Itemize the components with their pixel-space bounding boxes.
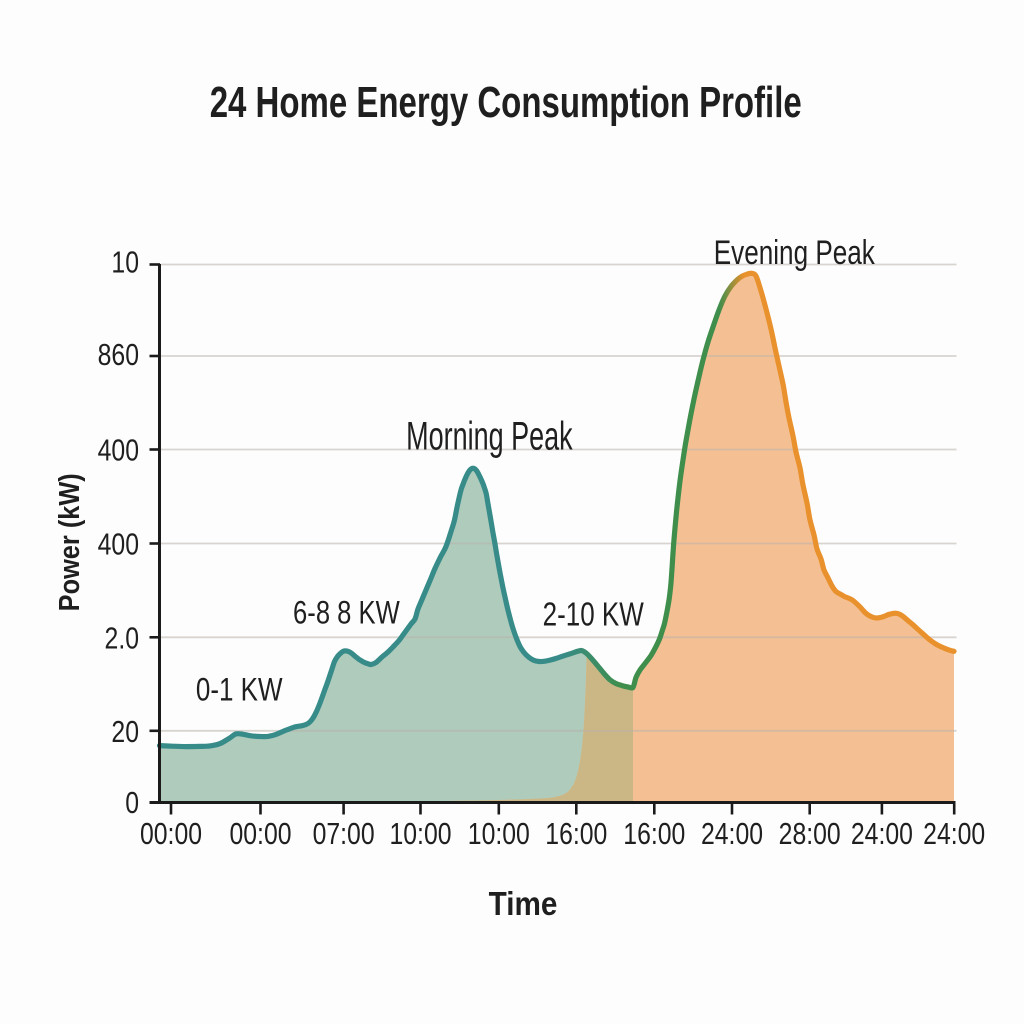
svg-text:07:00: 07:00	[313, 817, 375, 851]
svg-text:24:00: 24:00	[701, 817, 763, 851]
svg-text:00:00: 00:00	[229, 817, 291, 851]
svg-text:Time: Time	[489, 885, 558, 922]
svg-text:Evening Peak: Evening Peak	[714, 235, 876, 272]
svg-text:10: 10	[111, 245, 139, 279]
svg-text:16:00: 16:00	[623, 817, 685, 851]
svg-text:400: 400	[98, 527, 139, 561]
svg-text:24:00: 24:00	[851, 817, 913, 851]
svg-text:0-1 KW: 0-1 KW	[196, 672, 283, 708]
svg-text:2.0: 2.0	[105, 621, 139, 655]
svg-text:10:00: 10:00	[389, 817, 451, 851]
svg-text:0: 0	[125, 785, 139, 819]
svg-text:Morning Peak: Morning Peak	[406, 414, 573, 459]
svg-text:00:00: 00:00	[140, 817, 202, 851]
svg-text:10:00: 10:00	[468, 817, 530, 851]
svg-text:2-10 KW: 2-10 KW	[543, 597, 645, 634]
svg-text:860: 860	[98, 337, 139, 371]
svg-text:6-8 8 KW: 6-8 8 KW	[293, 596, 400, 631]
svg-text:24 Home Energy Consumption Pro: 24 Home Energy Consumption Profile	[210, 79, 802, 128]
svg-text:24:00: 24:00	[923, 817, 985, 851]
svg-text:28:00: 28:00	[779, 817, 841, 851]
svg-text:20: 20	[111, 714, 139, 748]
svg-text:Power (kW): Power (kW)	[53, 473, 86, 611]
svg-text:400: 400	[98, 433, 139, 467]
svg-text:16:00: 16:00	[545, 817, 607, 851]
